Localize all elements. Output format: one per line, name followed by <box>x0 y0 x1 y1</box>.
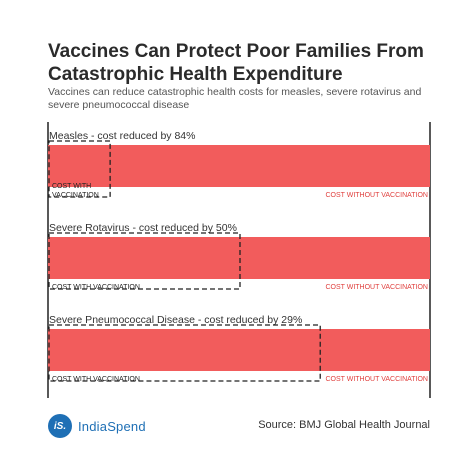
indiaspend-logo: iS. IndiaSpend <box>48 414 146 438</box>
bar-without-vaccination <box>48 329 430 371</box>
label-with-vaccination: VACCINATION <box>52 192 99 199</box>
label-with-vaccination: COST WITH VACCINATION <box>52 376 140 383</box>
logo-name: IndiaSpend <box>78 418 146 434</box>
box-with-vaccination <box>48 232 241 290</box>
chart-subtitle: Vaccines can reduce catastrophic health … <box>48 86 422 111</box>
label-without-vaccination: COST WITHOUT VACCINATION <box>325 284 428 291</box>
label-with-vaccination: COST WITH VACCINATION <box>52 284 140 291</box>
box-with-vaccination <box>48 324 321 382</box>
chart-title: Vaccines Can Protect Poor Families From … <box>48 41 424 85</box>
label-with-vaccination: COST WITH <box>52 183 91 190</box>
bar-without-vaccination <box>48 145 430 187</box>
label-without-vaccination: COST WITHOUT VACCINATION <box>325 192 428 199</box>
category-label: Severe Rotavirus - cost reduced by 50% <box>49 222 237 234</box>
bar-without-vaccination <box>48 237 430 279</box>
category-label: Measles - cost reduced by 84% <box>49 130 196 142</box>
source-note: Source: BMJ Global Health Journal <box>258 419 430 431</box>
category-label: Severe Pneumococcal Disease - cost reduc… <box>49 314 302 326</box>
label-without-vaccination: COST WITHOUT VACCINATION <box>325 376 428 383</box>
logo-mark: iS. <box>48 414 72 438</box>
box-with-vaccination <box>48 140 111 198</box>
